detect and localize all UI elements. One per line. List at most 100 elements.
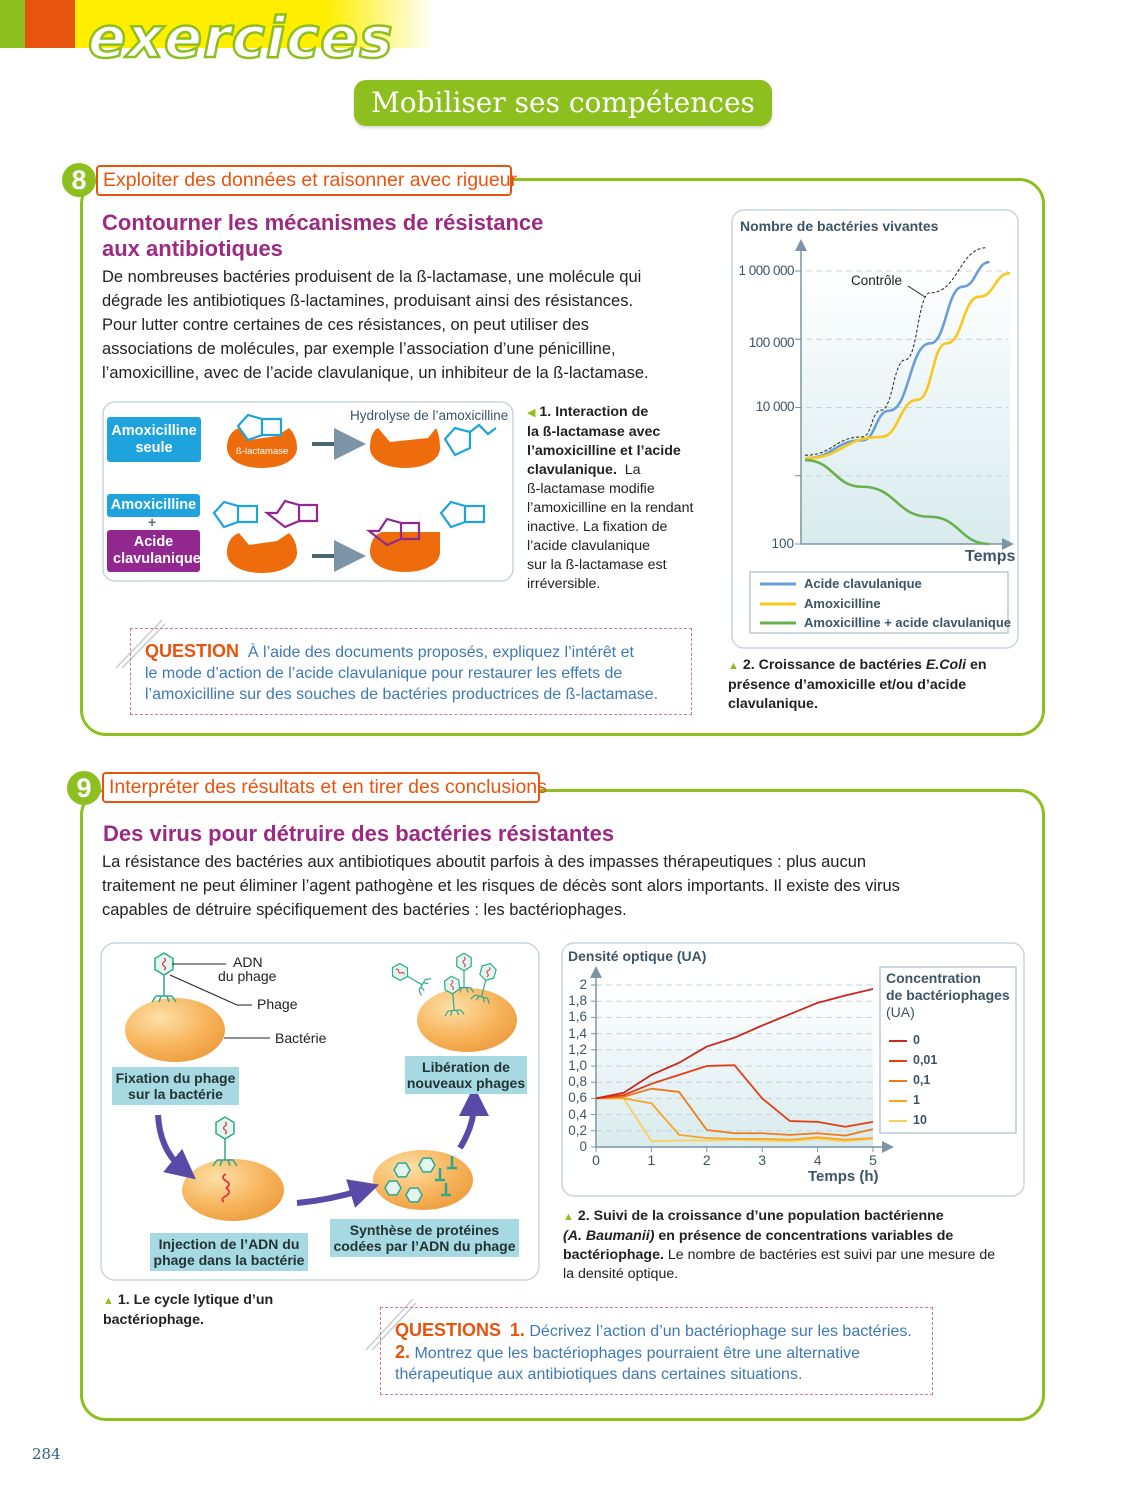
question-9-box: QUESTIONS 1. Décrivez l’action d’un bact… [380, 1307, 933, 1395]
triangle-up-icon: ▲ [728, 660, 739, 672]
control-annotation: Contrôle [851, 273, 903, 288]
caption-bold: bactériophage. [563, 1247, 664, 1263]
label-line: ADN [233, 954, 263, 970]
legend-label: 0 [913, 1033, 920, 1047]
question-number: 2. [395, 1342, 411, 1362]
caption-text: l’amoxicilline en la rendant [527, 500, 694, 516]
doc-2-caption: ▲ 2. Croissance de bactéries E.Coli en p… [728, 656, 987, 714]
exercise-9-skill-tab: Interpréter des résultats et en tirer de… [102, 772, 547, 803]
header-orange-block [25, 0, 75, 48]
section-subtitle: Mobiliser ses compétences [354, 80, 772, 126]
header-green-block [0, 0, 25, 48]
header-yellow-band [75, 0, 435, 48]
y-tick-label: 1 000 000 [738, 263, 794, 278]
legend-title-line: de bactériophages [886, 987, 1010, 1003]
label-line: Injection de l’ADN du [158, 1236, 300, 1252]
label-text: Amoxicilline seule [111, 423, 197, 456]
y-tick-label: 0,8 [568, 1074, 587, 1090]
caption-bold: 1. Le cycle lytique d’un [117, 1292, 274, 1308]
question-text: le mode d’action de l’acide clavulanique… [145, 665, 623, 682]
question-8-box: QUESTION À l’aide des documents proposés… [130, 628, 692, 715]
x-tick-label: 4 [813, 1152, 822, 1168]
label-line: sur la bactérie [128, 1086, 223, 1102]
text-line: Pour lutter contre certaines de ces rési… [102, 316, 589, 334]
exercise-8-skill-tab: Exploiter des données et raisonner avec … [96, 165, 517, 196]
caption-bold: 2. Suivi de la croissance d’une populati… [577, 1208, 944, 1224]
y-tick-label: 1,8 [568, 993, 587, 1009]
text-line: La résistance des bactéries aux antibiot… [102, 853, 867, 871]
legend-title-line: Concentration [886, 970, 981, 986]
page-number: 284 [32, 1445, 61, 1463]
label-line: du phage [218, 968, 277, 984]
legend-label: Amoxicilline [804, 596, 881, 611]
text-line: dégrade les antibiotiques ß-lactamines, … [102, 292, 634, 310]
y-tick-label: 1,4 [568, 1025, 587, 1041]
chart-2-x-label: Temps (h) [808, 1168, 879, 1185]
text-line: capables de détruire spécifiquement des … [102, 901, 627, 919]
question-text: l’amoxicilline sur des souches de bactér… [145, 686, 659, 703]
question-text: Montrez que les bactériophages pourraien… [414, 1345, 861, 1362]
caption-bold: clavulanique. [728, 696, 818, 712]
caption-bold: bactériophage. [103, 1312, 204, 1328]
x-tick-label: 2 [702, 1152, 711, 1168]
chart-1-x-label: Temps [965, 548, 1016, 565]
amoxicilline-seule-label: Amoxicilline seule [107, 417, 201, 462]
title-line: aux antibiotiques [102, 236, 283, 261]
step-fixation-label: Fixation du phage sur la bactérie [112, 1067, 239, 1105]
caption-bold: clavulanique. [527, 462, 617, 478]
exercise-9-title: Des virus pour détruire des bactéries ré… [103, 821, 615, 846]
y-tick-label: 1,6 [568, 1009, 587, 1025]
caption-bold: l’amoxicilline et l’acide [527, 443, 681, 459]
question-tag: QUESTION [145, 641, 240, 661]
x-label-text: Temps (h) [808, 1168, 879, 1185]
y-tick-label: 0,4 [568, 1106, 587, 1122]
exercise-9-intro: La résistance des bactéries aux antibiot… [102, 850, 900, 922]
y-tick-label: 0,6 [568, 1090, 587, 1106]
step-liberation-label: Libération de nouveaux phages [405, 1056, 527, 1094]
label-line: Libération de [422, 1059, 510, 1075]
caption-text: Le nombre de bactéries est suivi par une… [663, 1247, 996, 1263]
text-line: traitement ne peut éliminer l’agent path… [102, 877, 900, 895]
legend-title-line: (UA) [886, 1004, 915, 1020]
amoxicilline-label: Amoxicilline [107, 494, 200, 517]
x-tick-label: 1 [647, 1152, 656, 1168]
caption-bold: 2. Croissance de bactéries [742, 657, 926, 673]
acide-clavulanique-label: Acide clavulanique [107, 530, 201, 572]
exercise-8-intro: De nombreuses bactéries produisent de la… [102, 265, 649, 385]
caption-italic: (A. Baumanii) [563, 1228, 655, 1244]
y-tick-label: 0,2 [568, 1122, 587, 1138]
caption-text: inactive. La fixation de [527, 519, 668, 535]
doc-1-caption-9: ▲ 1. Le cycle lytique d’un bactériophage… [103, 1291, 273, 1330]
caption-bold: en [966, 657, 987, 673]
caption-text: ß-lactamase modifie [527, 481, 655, 497]
phage-label: Phage [257, 996, 298, 1012]
y-tick-label: 1,2 [568, 1041, 587, 1057]
label-line: codées par l’ADN du phage [333, 1238, 516, 1254]
caption-bold: 1. Interaction de [539, 404, 649, 420]
x-tick-label: 3 [758, 1152, 767, 1168]
text-line: l’amoxicilline, avec de l’acide clavulan… [102, 364, 649, 382]
step-synthese-label: Synthèse de protéines codées par l’ADN du… [330, 1219, 519, 1257]
title-line: Contourner les mécanismes de résistance [102, 210, 544, 235]
y-label-text: Densité optique (UA) [568, 948, 707, 964]
y-tick-label: 2 [579, 977, 587, 992]
caption-bold: présence d’amoxicille et/ou d’acide [728, 677, 967, 693]
question-tag: QUESTIONS [395, 1320, 502, 1340]
adn-label: ADN du phage [218, 954, 276, 983]
caption-text: La [624, 462, 641, 478]
banner-title: exercices [87, 5, 394, 73]
bacterie-label: Bactérie [275, 1030, 327, 1046]
caption-italic: E.Coli [925, 657, 967, 673]
text-line: De nombreuses bactéries produisent de la… [102, 268, 642, 286]
y-tick-label: 100 [771, 536, 794, 551]
doc-2-caption-9: ▲ 2. Suivi de la croissance d’une popula… [563, 1207, 995, 1284]
question-text: Décrivez l’action d’un bactériophage sur… [529, 1323, 912, 1340]
legend-label: 1 [913, 1093, 920, 1107]
label-line: Synthèse de protéines [349, 1222, 500, 1238]
y-tick-label: 1,0 [568, 1058, 587, 1073]
label-line: nouveaux phages [406, 1075, 526, 1091]
triangle-up-icon: ▲ [563, 1211, 574, 1223]
chart-2-y-label: Densité optique (UA) [568, 948, 706, 964]
legend-label: Amoxicilline + acide clavulanique [804, 615, 1011, 630]
legend-label: 10 [913, 1113, 927, 1127]
